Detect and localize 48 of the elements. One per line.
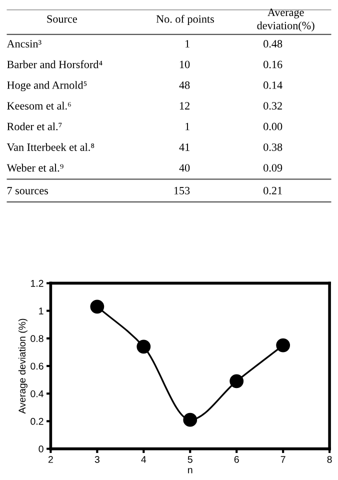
text: 0.09 [264,164,282,172]
text: 0.32 [264,102,282,110]
text: Van Itterbeek et al.⁸ [6,143,94,151]
y-tick-label: 1 [39,308,44,314]
y-tick-label: 0 [38,446,44,452]
text: Roder et al.⁷ [7,122,62,130]
x-tick-label: 2 [48,456,53,463]
text: 1 [186,40,190,48]
y-tick-label: 0.6 [30,362,44,370]
text: 0.16 [264,60,282,68]
text: Average deviation(%) [257,8,314,32]
text: Ancsin³ [6,40,42,48]
text: 0.48 [264,40,282,48]
y-tick-label: 1.2 [30,280,44,287]
text: Source [47,15,77,23]
x-tick-label: 3 [94,456,100,463]
text: 41 [179,144,190,151]
text: 0.00 [264,122,282,130]
text: Keesom et al.⁶ [7,102,71,110]
text: Hoge and Arnold⁵ [7,81,87,92]
x-tick-label: 5 [188,456,192,463]
x-tick-label: 8 [327,456,332,463]
y-tick-label: 0.8 [30,335,44,342]
point [230,374,244,388]
text: Barber and Horsford⁴ [7,60,102,68]
text: 153 [174,186,190,194]
x-tick-label: 4 [141,456,146,463]
text: 10 [180,60,190,68]
x-tick-label: 6 [234,456,239,463]
text: 40 [179,164,190,172]
point [183,412,198,427]
point [136,340,151,354]
x-tick-label: 7 [280,456,286,463]
text: Weber et al.⁹ [6,164,64,172]
text: 1 [186,122,190,130]
point [276,338,290,352]
text: 0.14 [264,81,282,89]
y-tick-label: 0.4 [30,390,44,398]
y-axis-title: Average deviation (%) [18,318,28,414]
text: 0.38 [264,143,282,151]
text: 48 [179,81,190,89]
text: No. of points [156,14,214,26]
text: 12 [180,102,190,110]
y-tick-label: 0.2 [30,418,44,425]
point [90,300,104,314]
text: 7 sources [7,186,48,194]
text: 0.21 [264,186,282,194]
x-axis-title: n [188,468,192,474]
